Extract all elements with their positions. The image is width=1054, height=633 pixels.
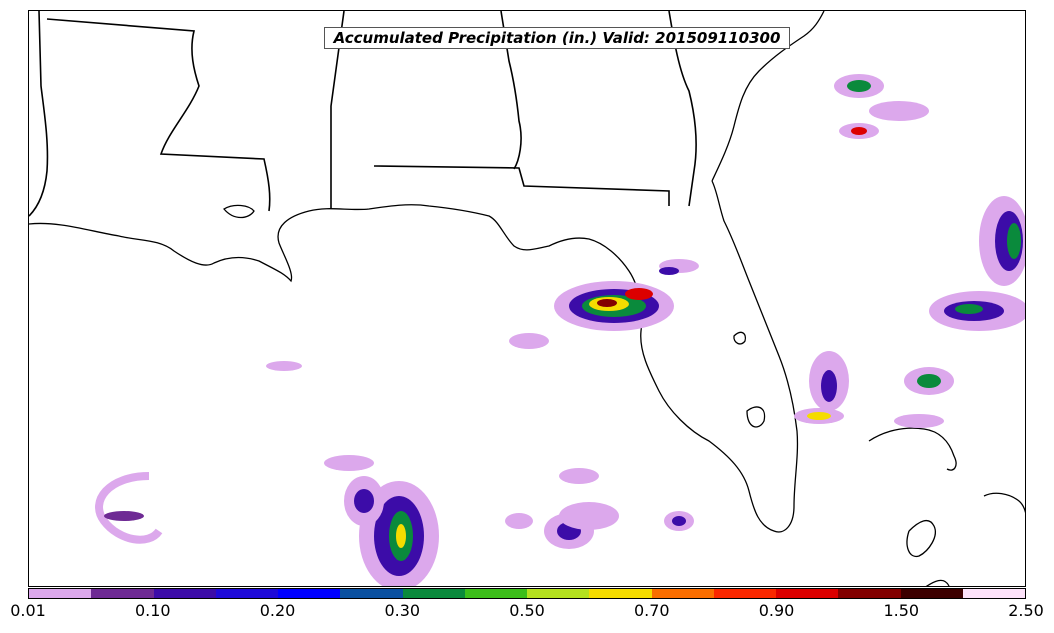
colorbar-tick-label: 0.01: [10, 601, 46, 620]
colorbar-segment: [153, 589, 216, 598]
colorbar-segment: [838, 589, 901, 598]
colorbar-segment: [713, 589, 776, 598]
colorbar-segment: [340, 589, 403, 598]
colorbar-segment: [402, 589, 465, 598]
coastline: [29, 11, 1025, 586]
colorbar-segment: [589, 589, 652, 598]
colorbar-tick-label: 0.20: [259, 601, 296, 620]
colorbar-segment: [215, 589, 278, 598]
colorbar-tick-label: 0.10: [134, 601, 171, 620]
colorbar-segment: [900, 589, 963, 598]
colorbar-tick-label: 0.30: [384, 601, 421, 620]
colorbar-segment: [29, 589, 92, 598]
colorbar-segment: [962, 589, 1025, 598]
colorbar-segment: [278, 589, 341, 598]
map-title: Accumulated Precipitation (in.) Valid: 2…: [324, 27, 790, 49]
colorbar-segment: [91, 589, 154, 598]
colorbar-tick-label: 0.90: [758, 601, 795, 620]
colorbar-tick-label: 0.70: [633, 601, 670, 620]
colorbar-segment: [527, 589, 590, 598]
colorbar-segment: [776, 589, 839, 598]
precipitation-field: [95, 74, 1025, 586]
colorbar: [28, 588, 1026, 599]
colorbar-tick-label: 2.50: [1008, 601, 1044, 620]
colorbar-tick-label: 1.50: [883, 601, 920, 620]
map-canvas: [29, 11, 1025, 586]
colorbar-segment: [651, 589, 714, 598]
map-panel: Accumulated Precipitation (in.) Valid: 2…: [28, 10, 1026, 587]
colorbar-tick-label: 0.50: [509, 601, 545, 620]
colorbar-tick-labels: 0.01 0.10 0.20 0.30 0.50 0.70 0.90 1.50 2.50: [0, 601, 1054, 623]
colorbar-segment: [464, 589, 527, 598]
